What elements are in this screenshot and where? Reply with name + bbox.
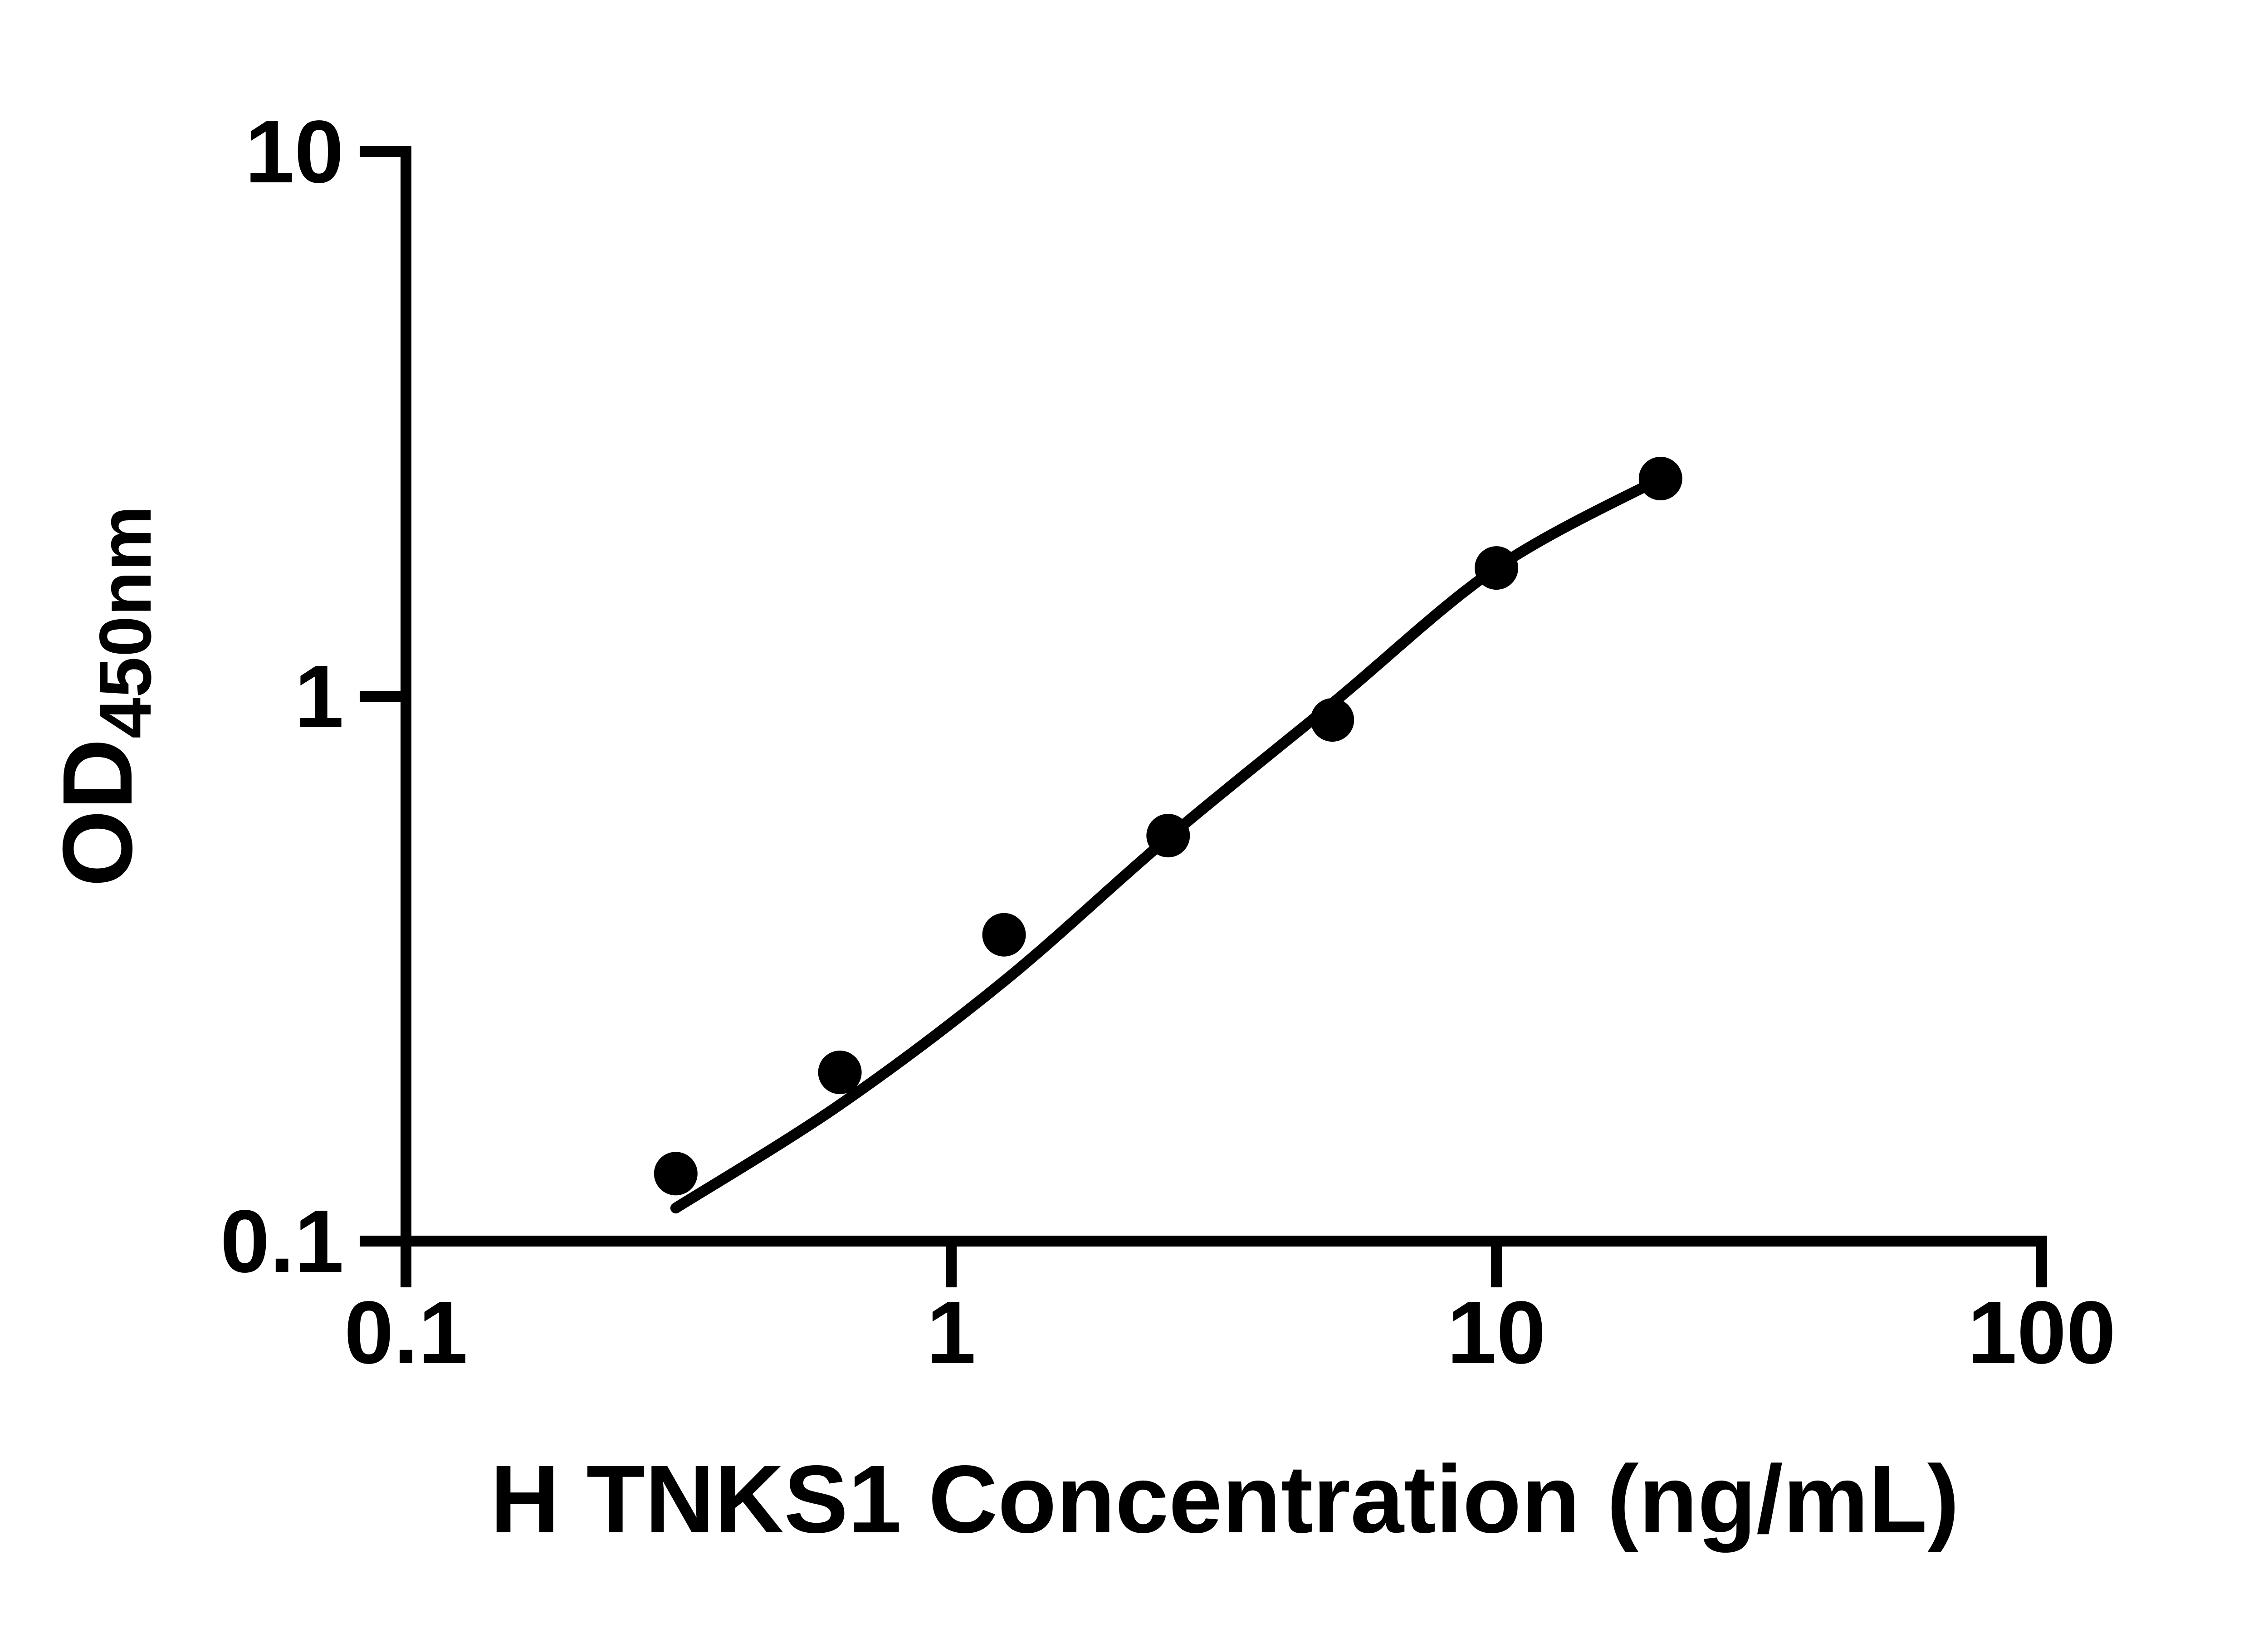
y-axis-title: OD450nm xyxy=(43,506,166,887)
data-point-3 xyxy=(982,913,1026,957)
data-point-1 xyxy=(654,1152,698,1196)
x-tick-label-100: 100 xyxy=(1967,1283,2116,1382)
data-point-2 xyxy=(818,1051,862,1095)
plot-layer: 0.1 1 10 100 0.1 1 10 xyxy=(220,102,2116,1382)
data-point-5 xyxy=(1310,698,1354,742)
x-tick-label-10: 10 xyxy=(1447,1283,1546,1382)
x-tick-label-0.1: 0.1 xyxy=(344,1283,468,1382)
y-tick-label-0.1: 0.1 xyxy=(220,1192,344,1291)
data-point-6 xyxy=(1475,546,1518,590)
x-tick-label-1: 1 xyxy=(926,1283,976,1382)
y-tick-label-10: 10 xyxy=(245,102,344,201)
y-axis-title-main: OD xyxy=(43,738,153,887)
data-point-7 xyxy=(1638,457,1682,500)
data-point-4 xyxy=(1146,814,1190,858)
x-axis-title: H TNKS1 Concentration (ng/mL) xyxy=(490,1445,1960,1553)
y-tick-label-1: 1 xyxy=(294,647,344,746)
y-axis-title-subscript: 450nm xyxy=(84,506,166,738)
